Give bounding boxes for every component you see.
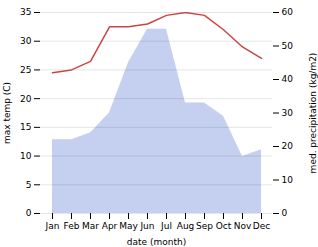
svg-text:May: May bbox=[119, 221, 138, 231]
svg-text:35: 35 bbox=[20, 7, 31, 17]
svg-text:Nov: Nov bbox=[234, 221, 252, 231]
svg-text:0: 0 bbox=[26, 208, 32, 218]
svg-text:5: 5 bbox=[26, 180, 32, 190]
svg-text:20: 20 bbox=[282, 141, 294, 151]
svg-text:Apr: Apr bbox=[102, 221, 118, 231]
svg-text:10: 10 bbox=[20, 151, 32, 161]
svg-text:Jun: Jun bbox=[139, 221, 154, 231]
svg-text:30: 30 bbox=[282, 108, 294, 118]
svg-text:Sep: Sep bbox=[196, 221, 213, 231]
svg-text:0: 0 bbox=[282, 208, 288, 218]
svg-text:Feb: Feb bbox=[64, 221, 80, 231]
svg-text:Mar: Mar bbox=[82, 221, 99, 231]
svg-text:15: 15 bbox=[20, 122, 31, 132]
svg-text:Dec: Dec bbox=[253, 221, 270, 231]
svg-text:Aug: Aug bbox=[177, 221, 195, 231]
svg-text:50: 50 bbox=[282, 41, 294, 51]
svg-text:60: 60 bbox=[282, 7, 294, 17]
svg-text:Jul: Jul bbox=[160, 221, 172, 231]
svg-text:40: 40 bbox=[282, 74, 294, 84]
svg-text:max temp (C): max temp (C) bbox=[2, 82, 12, 144]
svg-text:10: 10 bbox=[282, 175, 294, 185]
svg-text:20: 20 bbox=[20, 94, 32, 104]
svg-text:med. precipitation (kg/m2): med. precipitation (kg/m2) bbox=[308, 53, 318, 174]
svg-text:Jan: Jan bbox=[45, 221, 60, 231]
svg-text:date (month): date (month) bbox=[127, 237, 186, 247]
svg-text:30: 30 bbox=[20, 36, 32, 46]
svg-text:Oct: Oct bbox=[216, 221, 232, 231]
svg-text:25: 25 bbox=[20, 65, 31, 75]
